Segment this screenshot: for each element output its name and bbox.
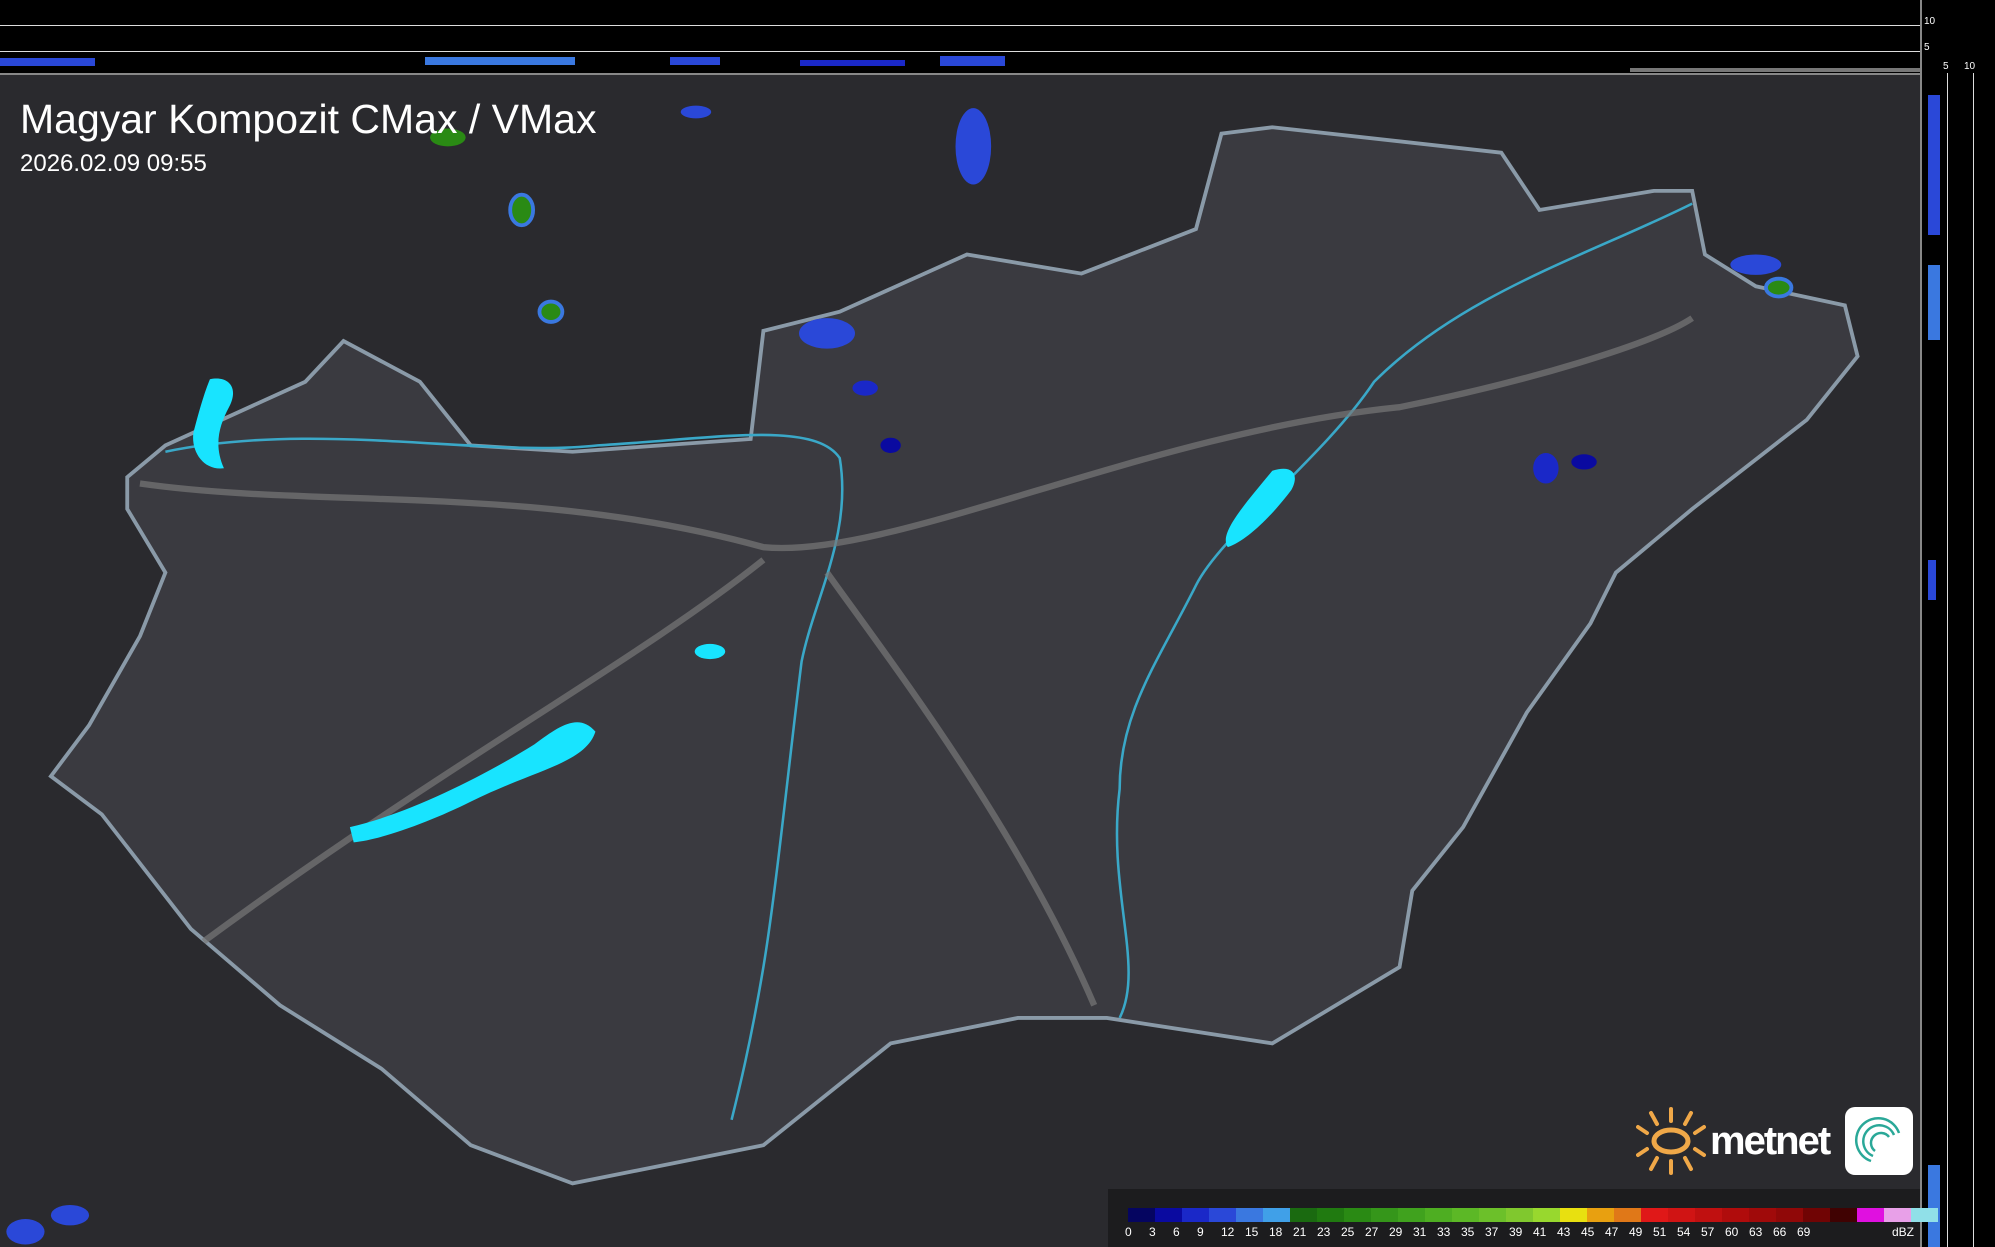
legend-swatch bbox=[1479, 1208, 1506, 1222]
legend-swatch bbox=[1371, 1208, 1398, 1222]
profile-tick-label: 5 bbox=[1943, 61, 1949, 72]
legend-swatch bbox=[1398, 1208, 1425, 1222]
legend-tick-label: 63 bbox=[1749, 1225, 1763, 1239]
map-title: Magyar Kompozit CMax / VMax bbox=[20, 96, 597, 142]
legend-swatch bbox=[1695, 1208, 1722, 1222]
legend-tick-label: 0 bbox=[1125, 1225, 1132, 1239]
legend-tick-label: 41 bbox=[1533, 1225, 1547, 1239]
legend-tick-label: 9 bbox=[1197, 1225, 1204, 1239]
legend-swatch bbox=[1722, 1208, 1749, 1222]
legend-swatch bbox=[1857, 1208, 1884, 1222]
legend-tick-label: 27 bbox=[1365, 1225, 1379, 1239]
profile-gridline bbox=[0, 51, 1920, 52]
legend-tick-label: 45 bbox=[1581, 1225, 1595, 1239]
profile-gridline bbox=[0, 25, 1920, 26]
legend-swatch bbox=[1236, 1208, 1263, 1222]
legend-swatch bbox=[1128, 1208, 1155, 1222]
profile-tick-label: 5 bbox=[1924, 42, 1930, 53]
legend-swatch bbox=[1830, 1208, 1857, 1222]
legend-swatch bbox=[1506, 1208, 1533, 1222]
legend-tick-label: 31 bbox=[1413, 1225, 1427, 1239]
legend-swatch bbox=[1776, 1208, 1803, 1222]
lake-velence bbox=[694, 643, 726, 660]
brand-name: metnet bbox=[1710, 1118, 1831, 1163]
legend-tick-label: 18 bbox=[1269, 1225, 1283, 1239]
legend-color-bar bbox=[1128, 1208, 1938, 1222]
legend-swatch bbox=[1884, 1208, 1911, 1222]
legend-unit: dBZ bbox=[1891, 1225, 1914, 1239]
legend-swatch bbox=[1155, 1208, 1182, 1222]
legend-tick-label: 33 bbox=[1437, 1225, 1451, 1239]
legend-tick-label: 51 bbox=[1653, 1225, 1667, 1239]
legend-tick-label: 29 bbox=[1389, 1225, 1403, 1239]
profile-gridline bbox=[1947, 73, 1948, 1247]
legend-tick-label: 21 bbox=[1293, 1225, 1307, 1239]
legend-tick-label: 54 bbox=[1677, 1225, 1691, 1239]
legend-swatch bbox=[1533, 1208, 1560, 1222]
legend-swatch bbox=[1749, 1208, 1776, 1222]
legend-swatch bbox=[1560, 1208, 1587, 1222]
legend-swatch bbox=[1209, 1208, 1236, 1222]
metnet-logo: metnet bbox=[1636, 1106, 1914, 1176]
legend-swatch bbox=[1290, 1208, 1317, 1222]
sun-icon bbox=[1636, 1107, 1706, 1175]
legend-tick-label: 43 bbox=[1557, 1225, 1571, 1239]
legend-swatch bbox=[1182, 1208, 1209, 1222]
legend-labels: 0 3 6 9 12 15 18 21 23 25 27 29 31 33 35 37 39 41 43 45 47 49… bbox=[1125, 1225, 1824, 1239]
legend-swatch bbox=[1803, 1208, 1830, 1222]
legend-tick-label: 60 bbox=[1725, 1225, 1739, 1239]
map-timestamp: 2026.02.09 09:55 bbox=[20, 150, 207, 177]
legend-swatch bbox=[1263, 1208, 1290, 1222]
legend-tick-label: 23 bbox=[1317, 1225, 1331, 1239]
radar-echoes bbox=[6, 105, 1794, 1245]
profile-echoes bbox=[1928, 95, 1940, 1247]
legend-swatch bbox=[1587, 1208, 1614, 1222]
legend-swatch bbox=[1668, 1208, 1695, 1222]
radar-app-icon bbox=[1845, 1107, 1914, 1175]
profile-tick-label: 10 bbox=[1964, 61, 1976, 72]
legend-tick-label: 47 bbox=[1605, 1225, 1619, 1239]
legend-swatch bbox=[1425, 1208, 1452, 1222]
motorway bbox=[139, 315, 1694, 1007]
legend-tick-label: 25 bbox=[1341, 1225, 1355, 1239]
legend-swatch bbox=[1452, 1208, 1479, 1222]
dbz-color-legend: 0 3 6 9 12 15 18 21 23 25 27 29 31 33 35 37 39 41 43 45 47 49… bbox=[1108, 1189, 1938, 1247]
legend-tick-label: 3 bbox=[1149, 1225, 1156, 1239]
tisza-river bbox=[1115, 202, 1693, 1019]
legend-swatch bbox=[1641, 1208, 1668, 1222]
lake-balaton bbox=[349, 722, 596, 843]
legend-tick-label: 49 bbox=[1629, 1225, 1643, 1239]
legend-tick-label: 37 bbox=[1485, 1225, 1499, 1239]
profile-gridline bbox=[1973, 73, 1974, 1247]
legend-tick-label: 69 bbox=[1797, 1225, 1811, 1239]
legend-tick-label: 35 bbox=[1461, 1225, 1475, 1239]
legend-swatch bbox=[1317, 1208, 1344, 1222]
lake-tisza bbox=[1225, 468, 1295, 548]
profile-tick-label: 10 bbox=[1924, 16, 1936, 27]
hungary-country-area bbox=[48, 125, 1860, 1186]
horizontal-profile-strip bbox=[0, 0, 1920, 75]
legend-tick-label: 12 bbox=[1221, 1225, 1235, 1239]
legend-tick-label: 6 bbox=[1173, 1225, 1180, 1239]
legend-swatch bbox=[1911, 1208, 1938, 1222]
danube-river bbox=[165, 433, 844, 1121]
lake-ferto bbox=[193, 378, 234, 469]
profile-echoes bbox=[0, 56, 1920, 72]
vertical-profile-strip bbox=[1920, 0, 1995, 1247]
legend-swatch bbox=[1614, 1208, 1641, 1222]
legend-tick-label: 66 bbox=[1773, 1225, 1787, 1239]
legend-tick-label: 39 bbox=[1509, 1225, 1523, 1239]
legend-tick-label: 15 bbox=[1245, 1225, 1259, 1239]
legend-swatch bbox=[1344, 1208, 1371, 1222]
legend-tick-label: 57 bbox=[1701, 1225, 1715, 1239]
